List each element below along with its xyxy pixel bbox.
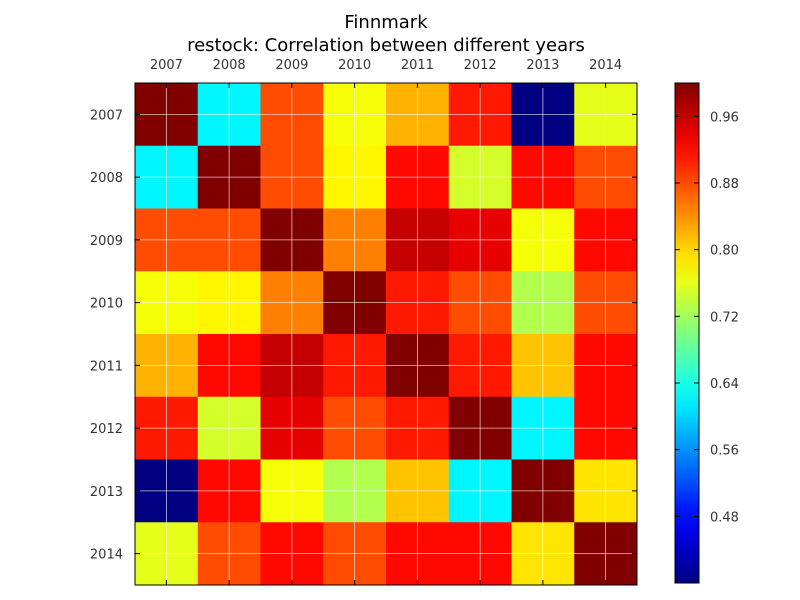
x-tick-label: 2009 xyxy=(275,58,308,73)
colorbar-tick-label: 0.64 xyxy=(710,377,739,392)
chart-title: Finnmark xyxy=(344,12,428,33)
colorbar-tick-label: 0.96 xyxy=(710,110,739,125)
y-tick-label: 2008 xyxy=(90,171,123,186)
x-tick-label: 2014 xyxy=(589,58,622,73)
x-tick-label: 2013 xyxy=(526,58,559,73)
x-tick-label: 2008 xyxy=(213,58,246,73)
x-tick-label: 2007 xyxy=(150,58,183,73)
colorbar-tick-label: 0.80 xyxy=(710,244,739,259)
colorbar xyxy=(674,82,700,584)
y-tick-label: 2009 xyxy=(90,234,123,249)
y-tick-label: 2012 xyxy=(90,422,123,437)
colorbar-tick-label: 0.88 xyxy=(710,177,739,192)
colorbar-tick-label: 0.72 xyxy=(710,310,739,325)
x-tick-label: 2012 xyxy=(464,58,497,73)
x-axis-ticks: 2007 2008 2009 2010 2011 2012 2013 2014 xyxy=(150,58,622,585)
plot-frame xyxy=(134,82,638,586)
y-tick-label: 2013 xyxy=(90,485,123,500)
x-tick-label: 2011 xyxy=(401,58,434,73)
y-tick-label: 2007 xyxy=(90,108,123,123)
colorbar-ticks: 0.48 0.56 0.64 0.72 0.80 0.88 0.96 xyxy=(675,110,739,525)
y-tick-label: 2014 xyxy=(90,548,123,563)
heatmap-cells xyxy=(135,83,638,586)
colorbar-tick-label: 0.48 xyxy=(710,510,739,525)
y-axis-ticks: 2007 2008 2009 2010 2011 2012 2013 2014 xyxy=(90,108,637,563)
y-tick-label: 2010 xyxy=(90,297,123,312)
chart-subtitle: restock: Correlation between different y… xyxy=(187,35,585,56)
y-tick-label: 2011 xyxy=(90,359,123,374)
x-tick-label: 2010 xyxy=(338,58,371,73)
heatmap-grid xyxy=(135,83,637,585)
colorbar-tick-label: 0.56 xyxy=(710,444,739,459)
